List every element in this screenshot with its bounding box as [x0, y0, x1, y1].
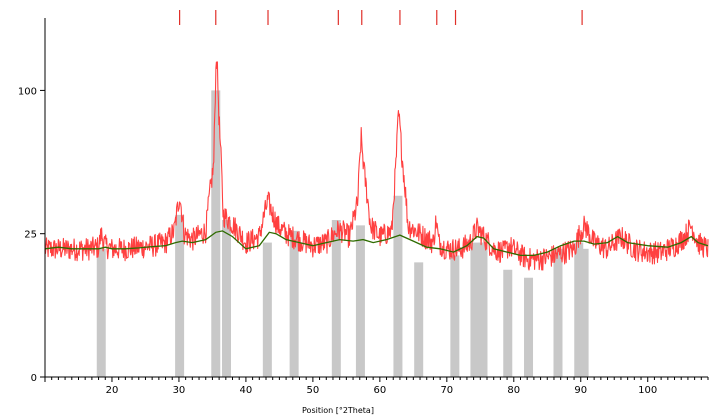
- reference-peak-bars: [96, 90, 589, 377]
- reference-peak-bar: [524, 277, 534, 377]
- x-axis-title: Position [°2Theta]: [302, 406, 374, 415]
- y-tick-label: 25: [24, 230, 37, 241]
- reference-peak-bar: [393, 195, 403, 377]
- top-reference-markers: [179, 10, 583, 25]
- reference-peak-bar: [262, 242, 272, 377]
- observed-intensity-line: [44, 61, 709, 271]
- x-tick-label: 30: [173, 385, 186, 396]
- reference-peak-bar: [503, 269, 513, 377]
- reference-peak-bar: [450, 255, 460, 377]
- x-tick-label: 50: [307, 385, 320, 396]
- x-tick-label: 70: [440, 385, 453, 396]
- reference-peak-bar: [211, 90, 221, 377]
- reference-peak-bar: [175, 214, 185, 377]
- reference-peak-bar: [289, 230, 299, 377]
- reference-peak-bar: [553, 248, 563, 377]
- chart-axes: 20 30 40 50 60 70 80 90 100 0 25 100: [18, 18, 709, 396]
- x-tick-label: 20: [106, 385, 119, 396]
- reference-peak-bar: [470, 242, 480, 377]
- y-tick-label: 100: [18, 86, 37, 97]
- reference-peak-bar: [414, 262, 424, 377]
- fitted-profile-line: [44, 230, 709, 257]
- x-tick-label: 40: [240, 385, 253, 396]
- reference-peak-bar: [221, 220, 231, 377]
- reference-peak-bar: [579, 248, 589, 377]
- reference-peak-bar: [574, 242, 584, 377]
- reference-peak-bar: [355, 225, 365, 377]
- reference-peak-bar: [478, 242, 488, 377]
- x-tick-label: 100: [638, 385, 657, 396]
- reference-peak-bar: [331, 220, 341, 377]
- reference-peak-bar: [96, 248, 106, 377]
- x-tick-label: 80: [507, 385, 520, 396]
- x-tick-label: 90: [574, 385, 587, 396]
- fitted-profile: [44, 230, 709, 257]
- x-tick-label: 60: [373, 385, 386, 396]
- y-tick-label: 0: [31, 373, 37, 384]
- observed-pattern: [44, 61, 709, 271]
